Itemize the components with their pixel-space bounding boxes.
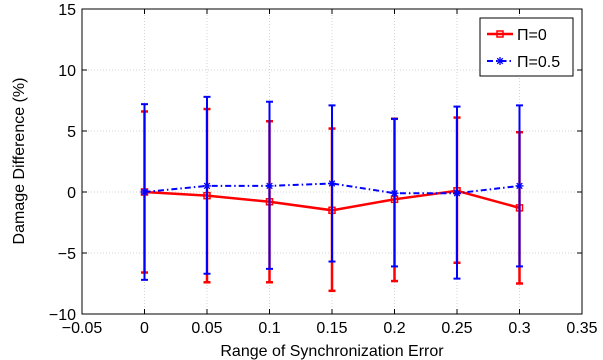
x-tick-label: −0.05: [62, 320, 103, 337]
y-axis-label: Damage Difference (%): [11, 78, 28, 245]
legend-label-pi05: Π=0.5: [517, 54, 560, 71]
legend-star: [496, 57, 504, 65]
x-axis-label: Range of Synchronization Error: [220, 343, 444, 360]
data-point: [203, 181, 211, 190]
legend-label-pi0: Π=0: [517, 27, 547, 44]
x-tick-label: 0.15: [316, 320, 347, 337]
series-layer: [140, 95, 524, 293]
y-tick-label: −10: [49, 307, 76, 324]
ticks: −0.05 0 0.05 0.1 0.15 0.2 0.25 0.3 0.35 −10 −5 0 5 10…: [49, 2, 598, 337]
data-point: [140, 188, 149, 196]
series-1: [140, 95, 524, 281]
x-tick-label: 0.3: [508, 320, 530, 337]
legend-marker-pi0: [496, 30, 504, 38]
y-tick-label: 10: [58, 63, 76, 80]
x-tick-label: 0.35: [566, 320, 597, 337]
data-point: [515, 181, 524, 190]
y-tick-label: 0: [67, 185, 76, 202]
data-point: [265, 181, 274, 190]
y-tick-label: −5: [58, 246, 76, 263]
data-point: [328, 179, 336, 188]
x-tick-label: 0.05: [191, 320, 222, 337]
x-tick-label: 0.2: [383, 320, 405, 337]
legend-box: [479, 17, 574, 77]
x-tick-label: 0.1: [258, 320, 280, 337]
legend: Π=0 Π=0.5: [479, 17, 574, 77]
data-point: [390, 189, 399, 198]
x-tick-label: 0.25: [441, 320, 472, 337]
data-point: [453, 189, 461, 198]
x-tick-label: 0: [140, 320, 149, 337]
y-tick-label: 15: [58, 2, 76, 19]
legend-marker-pi05: [496, 57, 504, 65]
y-tick-label: 5: [67, 124, 76, 141]
